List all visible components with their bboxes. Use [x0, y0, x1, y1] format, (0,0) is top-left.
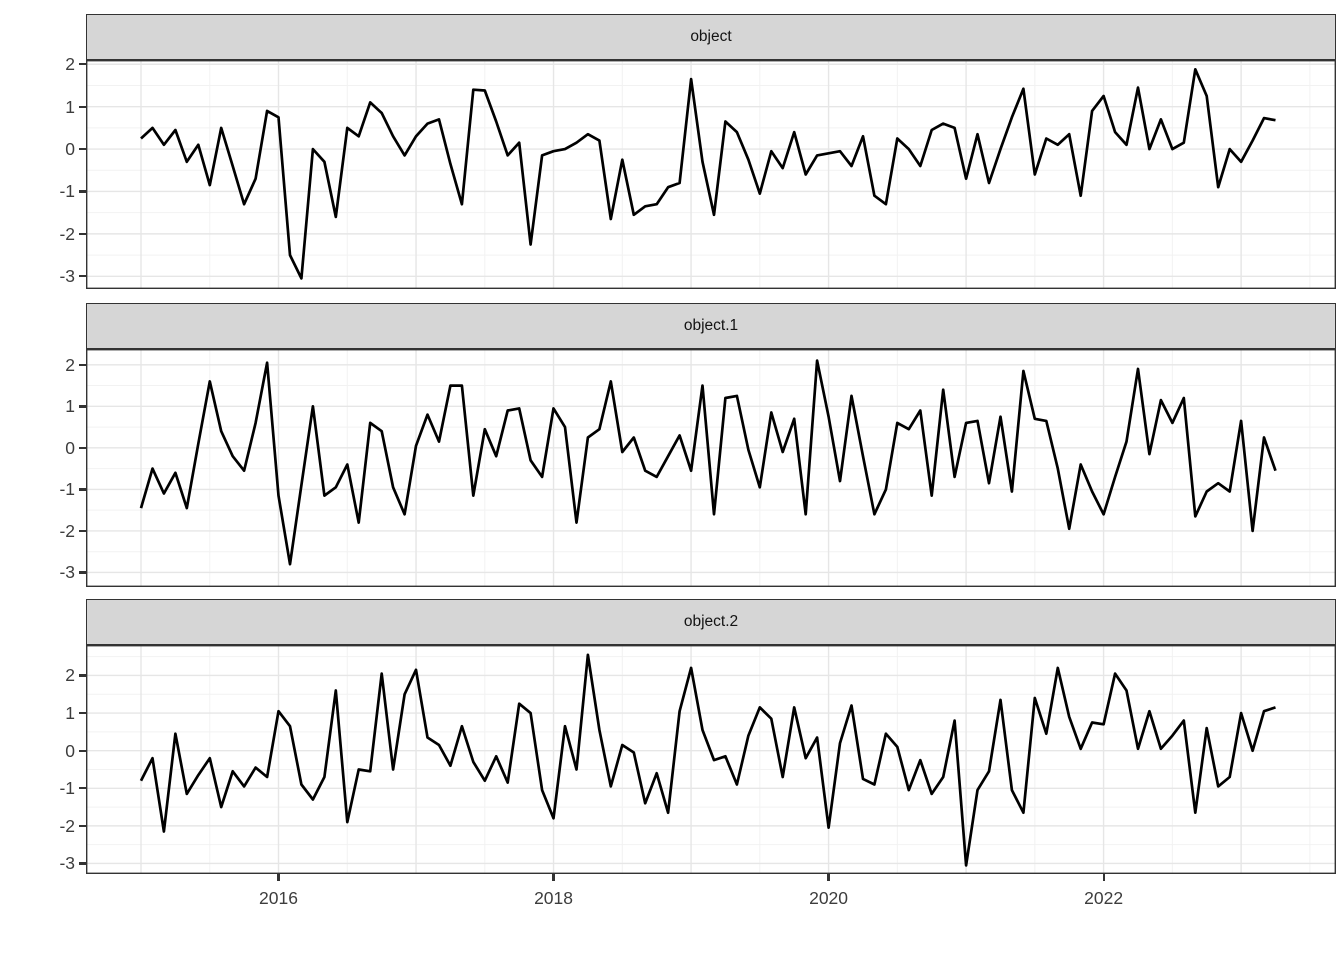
y-axis-tick — [79, 405, 86, 408]
facet-title-object-1: object.1 — [683, 317, 739, 334]
x-axis-tick — [277, 874, 280, 881]
y-axis-label: 2 — [65, 665, 75, 686]
facet-title-object-2: object.2 — [683, 613, 739, 630]
y-axis-label: -1 — [59, 778, 75, 799]
y-axis-tick — [79, 190, 86, 193]
x-axis-tick — [552, 874, 555, 881]
plot-area-object-1 — [86, 349, 1336, 587]
y-axis-tick — [79, 63, 86, 66]
y-axis-tick — [79, 862, 86, 865]
y-axis-tick — [79, 488, 86, 491]
y-axis-label: -2 — [59, 223, 75, 244]
panel-border — [86, 60, 1336, 289]
series-line-object.2 — [139, 653, 1276, 867]
y-axis-label: -2 — [59, 520, 75, 541]
grid-minor — [86, 645, 1336, 874]
y-axis-label: 2 — [65, 354, 75, 375]
y-axis-tick — [79, 232, 86, 236]
grid-major — [86, 60, 1336, 289]
y-axis-label: 1 — [65, 703, 75, 724]
series-line-object — [140, 67, 1276, 280]
panel-background — [86, 645, 1336, 874]
y-axis-tick — [79, 749, 86, 752]
y-axis-label: -3 — [59, 562, 75, 583]
grid-major — [86, 349, 1336, 587]
y-axis-label: 0 — [65, 139, 75, 160]
facet-strip-object: object — [86, 14, 1336, 60]
grid-minor — [86, 60, 1336, 289]
grid-minor — [86, 349, 1336, 587]
x-axis-tick — [1102, 874, 1105, 881]
x-axis-label: 2018 — [534, 888, 573, 908]
x-axis-tick — [827, 874, 830, 881]
y-axis-tick — [79, 148, 86, 151]
plot-area-object-2 — [86, 645, 1336, 874]
y-axis-label: -2 — [59, 815, 75, 836]
y-axis-tick — [79, 674, 86, 677]
panel-border — [86, 645, 1336, 874]
y-axis-label: 1 — [65, 96, 75, 117]
x-axis-label: 2016 — [259, 888, 298, 908]
y-axis-label: 1 — [65, 396, 75, 417]
y-axis-tick — [79, 275, 86, 278]
facet-strip-object-2: object.2 — [86, 599, 1336, 645]
series-line-object.1 — [139, 359, 1277, 566]
x-axis-label: 2022 — [1084, 888, 1124, 908]
y-axis-label: 2 — [65, 54, 75, 75]
facet-title-object: object — [690, 28, 732, 45]
x-axis-label: 2020 — [809, 888, 849, 908]
y-axis-tick — [79, 363, 86, 366]
y-axis-label: -1 — [59, 479, 75, 500]
y-axis-label: -3 — [59, 266, 75, 287]
panel-border — [86, 349, 1336, 587]
y-axis-tick — [79, 712, 86, 715]
y-axis-tick — [79, 787, 86, 790]
y-axis-tick — [79, 529, 86, 533]
facet-strip-object-1: object.1 — [86, 303, 1336, 349]
panel-background — [86, 60, 1336, 289]
y-axis-tick — [79, 571, 86, 574]
y-axis-label: 0 — [65, 740, 75, 761]
y-axis-label: 0 — [65, 437, 75, 458]
y-axis-tick — [79, 105, 86, 108]
y-axis-label: -1 — [59, 181, 75, 202]
y-axis-tick — [79, 446, 86, 450]
y-axis-tick — [79, 824, 86, 828]
y-axis-label: -3 — [59, 853, 75, 874]
plot-area-object — [86, 60, 1336, 289]
